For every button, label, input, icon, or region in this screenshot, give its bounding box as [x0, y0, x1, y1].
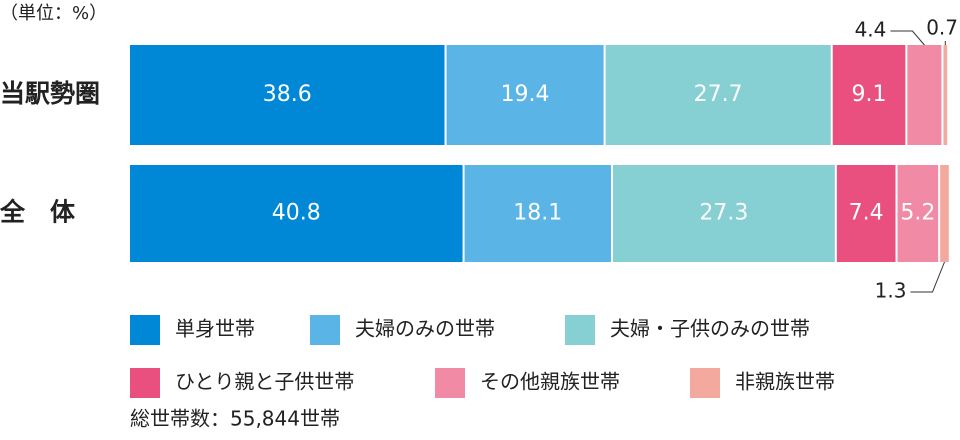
bar-segment [940, 165, 949, 262]
value-label: 9.1 [852, 82, 887, 107]
value-label: 27.3 [699, 201, 748, 226]
value-label: 5.2 [900, 201, 935, 226]
leader-line [890, 30, 925, 46]
value-label: 4.4 [855, 18, 887, 42]
value-label: 0.7 [926, 16, 958, 40]
bar-segment [130, 45, 445, 145]
bar-segment [612, 165, 835, 262]
value-label: 38.6 [263, 82, 312, 107]
bar-segment [832, 45, 906, 145]
value-label: 19.4 [501, 82, 550, 107]
legend-label: 非親族世帯 [735, 370, 835, 394]
value-label: 27.7 [694, 82, 743, 107]
bar-segment [836, 165, 896, 262]
value-label: 7.4 [849, 201, 884, 226]
legend-label: 夫婦・子供のみの世帯 [610, 317, 810, 341]
legend-swatch [130, 315, 160, 345]
value-label: 18.1 [513, 201, 562, 226]
unit-label: （単位：%） [0, 3, 107, 24]
value-label: 40.8 [272, 201, 321, 226]
category-label: 全 体 [0, 198, 76, 227]
legend-label: その他親族世帯 [480, 370, 620, 394]
leader-line [910, 261, 945, 293]
note: 総世帯数：55,844世帯 [130, 407, 340, 431]
bar-segment [907, 45, 942, 145]
bar-segment [464, 165, 611, 262]
legend-label: ひとり親と子供世帯 [175, 370, 354, 394]
category-label: 当駅勢圏 [0, 79, 100, 108]
bar-segment [446, 45, 604, 145]
legend-swatch [565, 315, 595, 345]
value-label: 1.3 [875, 279, 907, 303]
legend-label: 夫婦のみの世帯 [355, 317, 495, 341]
bar-segment [130, 165, 463, 262]
legend-label: 単身世帯 [175, 317, 255, 341]
bar-segment [943, 45, 948, 145]
bar-segment [897, 165, 939, 262]
bar-segment [605, 45, 831, 145]
legend-swatch [435, 368, 465, 398]
legend-swatch [310, 315, 340, 345]
legend-swatch [690, 368, 720, 398]
legend-swatch [130, 368, 160, 398]
